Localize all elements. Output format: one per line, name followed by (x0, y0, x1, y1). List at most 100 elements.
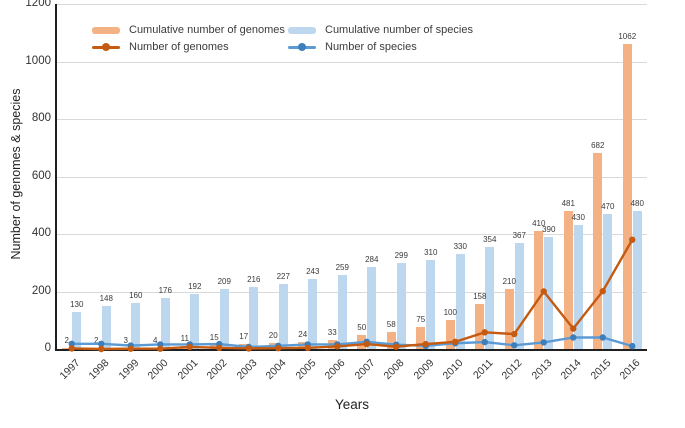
value-label-cumulative-species: 176 (158, 286, 172, 296)
legend-swatch-genomes (92, 43, 120, 51)
bar-cumulative-species (131, 303, 141, 349)
value-label-cumulative-genomes: 58 (386, 320, 396, 330)
y-tick-label: 600 (31, 169, 51, 182)
y-tick-label: 400 (31, 227, 51, 239)
bar-cumulative-species (308, 279, 318, 349)
y-tick-label: 1200 (25, 0, 51, 9)
y-tick-label: 0 (44, 342, 51, 354)
bar-cumulative-genomes (327, 339, 337, 349)
legend-item-genomes: Number of genomes (92, 41, 229, 53)
gridline-600 (57, 176, 647, 178)
value-label-cumulative-species: 390 (542, 224, 556, 234)
value-label-cumulative-species: 148 (99, 294, 113, 304)
bar-cumulative-species (219, 288, 229, 349)
value-label-cumulative-species: 227 (276, 271, 290, 281)
value-label-cumulative-species: 480 (630, 199, 644, 208)
bar-cumulative-species (632, 211, 642, 349)
value-label-cumulative-species: 209 (217, 276, 231, 286)
legend-swatch-species (288, 43, 316, 51)
bar-cumulative-species (101, 306, 111, 349)
value-label-cumulative-genomes: 15 (209, 332, 219, 342)
value-label-cumulative-species: 243 (306, 267, 320, 277)
value-label-cumulative-genomes: 410 (532, 219, 546, 229)
gridline-400 (57, 234, 647, 235)
value-label-cumulative-genomes: 682 (591, 140, 605, 150)
value-label-cumulative-species: 310 (424, 247, 438, 257)
value-label-cumulative-genomes: 2 (64, 336, 69, 346)
bar-cumulative-genomes (504, 288, 514, 349)
bar-cumulative-genomes (534, 231, 544, 349)
gridline-800 (57, 119, 647, 120)
bar-cumulative-species (544, 236, 554, 349)
bar-cumulative-genomes (593, 152, 603, 349)
x-axis-line (55, 349, 647, 351)
legend-swatch-cumulative-species (288, 26, 316, 34)
y-axis-line (55, 4, 57, 351)
bar-cumulative-species (455, 254, 465, 349)
bar-cumulative-genomes (357, 334, 367, 349)
value-label-cumulative-species: 160 (129, 291, 143, 300)
bar-cumulative-genomes (416, 327, 426, 349)
y-tick-label: 800 (31, 112, 51, 124)
value-label-cumulative-genomes: 33 (327, 327, 337, 337)
bar-cumulative-genomes (239, 344, 249, 349)
bar-cumulative-genomes (563, 210, 573, 349)
bar-cumulative-genomes (445, 320, 455, 349)
legend-label-cumulative-genomes: Cumulative number of genomes (129, 24, 285, 36)
value-label-cumulative-species: 367 (512, 231, 526, 241)
legend-label-cumulative-species: Cumulative number of species (325, 24, 473, 36)
bar-cumulative-species (160, 298, 170, 349)
bar-cumulative-genomes (91, 348, 101, 349)
legend-item-species: Number of species (288, 41, 417, 53)
bar-cumulative-genomes (150, 347, 160, 349)
legend-item-cumulative-species: Cumulative number of species (288, 24, 473, 36)
value-label-cumulative-genomes: 4 (153, 335, 158, 345)
bar-cumulative-genomes (386, 332, 396, 349)
gridline-200 (57, 291, 647, 293)
value-label-cumulative-species: 330 (453, 242, 467, 252)
value-label-cumulative-genomes: 210 (502, 276, 516, 286)
y-tick-label: 200 (31, 284, 51, 297)
legend-item-cumulative-genomes: Cumulative number of genomes (92, 24, 285, 36)
value-label-cumulative-genomes: 481 (561, 198, 575, 208)
value-label-cumulative-species: 430 (571, 213, 585, 223)
value-label-cumulative-genomes: 1062 (618, 31, 637, 41)
gridline-1200 (57, 4, 647, 5)
value-label-cumulative-genomes: 11 (180, 333, 189, 343)
bar-cumulative-species (426, 259, 436, 349)
value-label-cumulative-species: 299 (394, 251, 408, 261)
value-label-cumulative-species: 354 (483, 235, 497, 245)
bar-cumulative-genomes (298, 342, 308, 349)
legend-label-species: Number of species (325, 41, 417, 53)
value-label-cumulative-genomes: 20 (268, 331, 278, 341)
bar-cumulative-genomes (121, 348, 131, 349)
bar-cumulative-genomes (62, 348, 72, 349)
bar-cumulative-species (485, 247, 495, 349)
bar-cumulative-genomes (475, 303, 485, 349)
bar-cumulative-genomes (268, 343, 278, 349)
value-label-cumulative-species: 259 (335, 262, 349, 272)
bar-cumulative-species (249, 286, 259, 349)
value-label-cumulative-species: 470 (601, 201, 615, 211)
legend-label-genomes: Number of genomes (129, 41, 229, 53)
value-label-cumulative-genomes: 17 (239, 332, 249, 342)
bar-cumulative-species (573, 225, 583, 349)
bar-cumulative-species (367, 267, 377, 349)
value-label-cumulative-species: 192 (188, 281, 202, 291)
value-label-cumulative-genomes: 100 (443, 308, 457, 318)
value-label-cumulative-species: 284 (365, 255, 379, 265)
bar-cumulative-species (190, 293, 200, 349)
value-label-cumulative-genomes: 3 (123, 336, 128, 346)
value-label-cumulative-species: 130 (70, 299, 84, 309)
bar-cumulative-genomes (209, 344, 219, 349)
value-label-cumulative-genomes: 75 (416, 315, 426, 325)
x-axis-title: Years (334, 397, 370, 412)
bar-cumulative-species (72, 311, 82, 349)
bar-cumulative-species (278, 283, 288, 349)
value-label-cumulative-species: 216 (247, 274, 261, 284)
bar-cumulative-species (514, 243, 524, 349)
value-label-cumulative-genomes: 158 (473, 291, 487, 301)
gridline-1000 (57, 61, 647, 63)
